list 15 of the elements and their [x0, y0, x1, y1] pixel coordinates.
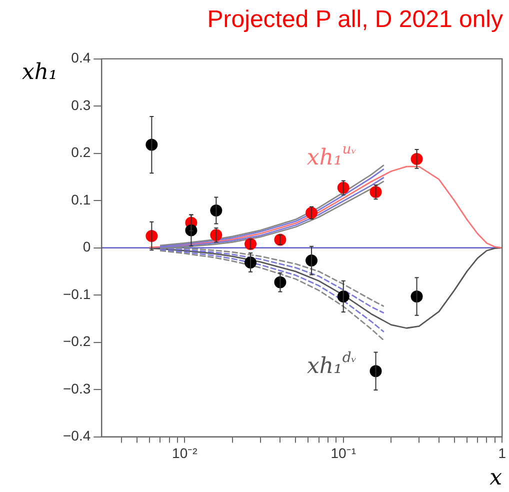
y-tick-label: −0.3: [62, 380, 91, 396]
y-tick-label: 0: [82, 238, 91, 255]
chart-title: Projected P all, D 2021 only: [207, 6, 503, 34]
y-tick-label: 0.1: [71, 191, 91, 208]
x-axis-title: x: [490, 466, 503, 491]
y-tick-label: 0.2: [71, 144, 91, 160]
y-tick-label: 0.4: [71, 50, 91, 66]
x-tick-label: 1: [498, 445, 506, 462]
y-tick-label: 0.3: [71, 96, 91, 113]
x-tick-label: 10⁻¹: [330, 445, 356, 462]
y-tick-label: −0.1: [62, 286, 91, 302]
y-tick-label: −0.4: [62, 428, 91, 444]
x-tick-label: 10⁻²: [172, 445, 198, 462]
y-tick-label: −0.2: [62, 333, 91, 350]
y-axis-title: xh₁: [22, 60, 58, 85]
